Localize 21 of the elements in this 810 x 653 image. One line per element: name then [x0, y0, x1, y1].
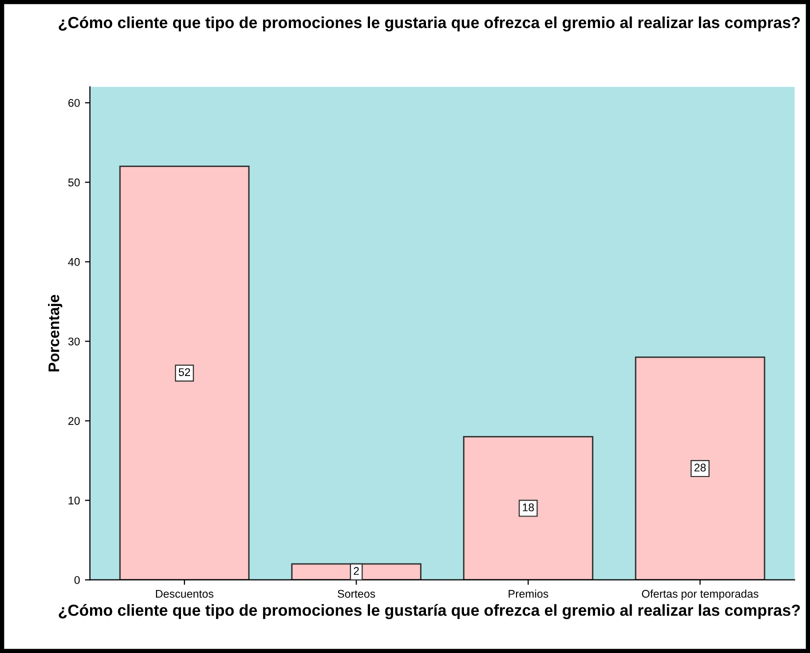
y-tick-label: 30	[68, 338, 80, 346]
y-tick-label: 10	[68, 496, 80, 504]
x-tick-label: Sorteos	[338, 590, 376, 598]
data-label: 18	[522, 503, 534, 512]
bar	[119, 166, 250, 580]
x-tick-label: Ofertas por temporadas	[642, 590, 758, 600]
x-tick-label: Descuentos	[156, 590, 214, 598]
bar	[634, 356, 766, 580]
bar	[463, 436, 594, 580]
data-label: 2	[354, 567, 359, 575]
data-label: 28	[694, 464, 706, 472]
chart-title: ¿Cómo cliente que tipo de promociones le gustaria que ofrezca el gremio al realizar las compras?	[58, 16, 800, 32]
y-tick-label: 40	[68, 258, 80, 266]
y-axis-title: Porcentaje	[48, 294, 62, 372]
y-tick-label: 0	[74, 576, 80, 584]
data-label: 52	[178, 368, 190, 376]
y-tick-label: 60	[68, 99, 80, 107]
y-tick-label: 20	[68, 417, 80, 425]
x-axis-title: ¿Cómo cliente que tipo de promociones le gustaría que ofrezca el gremio al realizar las compras?	[58, 604, 800, 620]
x-tick-label: Premios	[508, 590, 548, 598]
y-tick-label: 50	[68, 178, 80, 186]
